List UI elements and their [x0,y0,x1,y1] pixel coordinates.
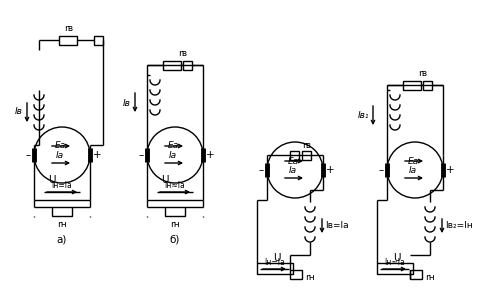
Text: Iа: Iа [409,166,417,175]
Bar [377,263,413,274]
Bar [52,207,72,216]
Bar [410,270,422,279]
Text: +: + [93,150,102,160]
Text: Iн=Iа: Iн=Iа [52,181,72,190]
Text: rв: rв [64,24,74,33]
Text: Iн≈Iа: Iн≈Iа [384,258,406,267]
Text: U: U [273,253,281,263]
Bar [165,207,185,216]
Text: U: U [393,253,401,263]
Text: U: U [48,175,56,185]
Text: Iв₁: Iв₁ [358,112,369,121]
Text: –: – [26,150,31,160]
Text: +: + [326,165,334,175]
Text: –: – [259,165,264,175]
Text: rн: rн [305,273,315,281]
Text: Iа: Iа [169,151,177,160]
Text: rн: rн [425,273,435,281]
Text: rв: rв [178,49,188,58]
Text: Eа: Eа [168,142,178,151]
Text: Iв: Iв [15,108,23,116]
Text: а): а) [57,235,67,245]
Bar [423,81,432,90]
Text: б): б) [170,235,180,245]
Bar [290,151,299,160]
Text: Iн≈Iа: Iн≈Iа [164,181,186,190]
Text: Eа: Eа [408,157,418,166]
Bar [290,270,302,279]
Text: rн: rн [170,220,180,229]
Text: U: U [161,175,169,185]
Text: Iн=Iа: Iн=Iа [264,258,285,267]
Text: +: + [206,150,214,160]
Text: +: + [446,165,454,175]
Bar [94,36,103,45]
Text: Eа: Eа [54,142,66,151]
Bar [302,151,311,160]
Text: –: – [139,150,144,160]
Text: rв: rв [418,69,428,78]
Text: Iа: Iа [56,151,64,160]
Bar [59,36,77,45]
Bar [257,263,293,274]
Text: rн: rн [57,220,67,229]
Text: Iа: Iа [289,166,297,175]
Text: Eа: Eа [288,157,298,166]
Text: Iв=Iа: Iв=Iа [325,221,348,231]
Bar [403,81,421,90]
Text: Iв: Iв [123,99,131,108]
Text: –: – [379,165,384,175]
Text: rв: rв [302,141,311,150]
Bar [163,61,181,70]
Text: Iв₂=Iн: Iв₂=Iн [445,221,473,231]
Bar [183,61,192,70]
